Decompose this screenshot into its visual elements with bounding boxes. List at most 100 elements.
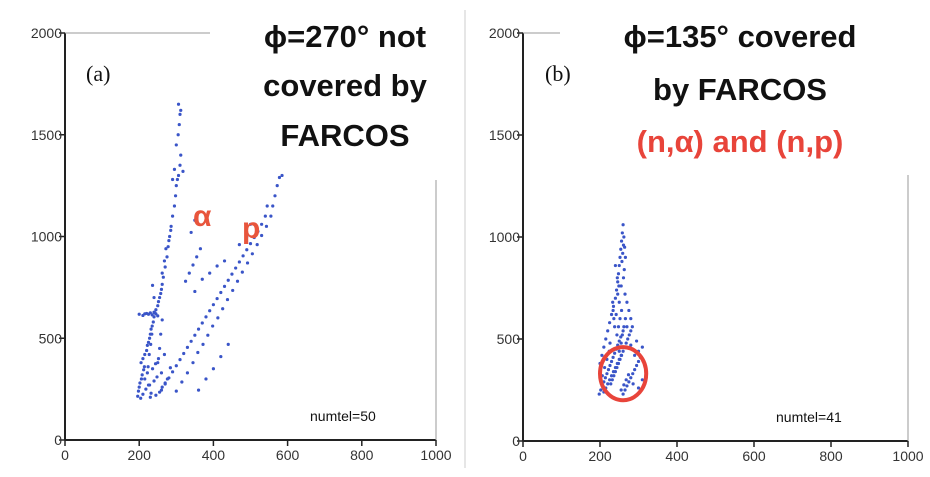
scatter-point [145, 343, 149, 347]
scatter-point [178, 112, 182, 116]
scatter-point [152, 315, 156, 319]
scatter-point [273, 194, 277, 198]
scatter-point [189, 339, 193, 343]
scatter-point [222, 259, 227, 263]
scatter-point [620, 259, 624, 264]
scatter-point [178, 163, 182, 167]
scatter-point [156, 314, 160, 318]
scatter-point [176, 173, 181, 178]
scatter-point [264, 224, 269, 228]
scatter-point [187, 271, 191, 275]
scatter-point [159, 287, 164, 292]
y-tick-label: 2000 [489, 25, 520, 41]
scatter-point [617, 300, 621, 304]
scatter-point [621, 329, 625, 333]
x-tick-label: 400 [202, 447, 226, 463]
x-tick-label: 0 [61, 447, 69, 463]
scatter-point [168, 366, 172, 370]
scatter-point [136, 389, 141, 393]
scatter-point [149, 327, 153, 331]
scatter-point [630, 325, 634, 329]
scatter-point [599, 388, 603, 392]
scatter-point [252, 235, 256, 240]
scatter-point [621, 349, 625, 353]
scatter-point [616, 292, 620, 296]
scatter-point [622, 235, 626, 239]
scatter-point [177, 122, 181, 127]
scatter-point [614, 288, 619, 292]
scatter-point [159, 332, 163, 336]
scatter-point [180, 380, 184, 384]
scatter-point [619, 388, 623, 392]
subtitle-b: (n,α) and (n,p) [637, 124, 844, 159]
y-tick-label: 500 [497, 331, 521, 347]
scatter-point [172, 204, 177, 208]
scatter-point [166, 245, 170, 249]
scatter-point [609, 374, 614, 378]
title-line-1-a: ϕ=270° not [264, 19, 426, 54]
scatter-point [619, 341, 623, 345]
scatter-point [172, 167, 177, 171]
scatter-point [615, 333, 619, 337]
scatter-point [182, 351, 186, 356]
scatter-point [154, 308, 158, 312]
scatter-point [608, 378, 612, 382]
scatter-point [623, 317, 628, 321]
scatter-point [164, 247, 168, 251]
y-tick-label: 1500 [31, 127, 62, 143]
scatter-point [241, 254, 245, 258]
scatter-point [613, 325, 617, 329]
scatter-point [608, 363, 612, 368]
scatter-point [159, 371, 164, 375]
scatter-point [625, 384, 629, 388]
scatter-point [167, 238, 171, 243]
scatter-point [605, 372, 609, 376]
curve-label-p: p [242, 212, 260, 245]
x-tick-label: 400 [665, 448, 689, 464]
numtel-annotation-b: numtel=41 [776, 409, 842, 425]
scatter-point [200, 277, 204, 281]
scatter-point [191, 361, 195, 365]
scatter-point [618, 317, 622, 321]
scatter-point [621, 243, 626, 247]
scatter-point [215, 264, 219, 268]
scatter-point [169, 224, 173, 228]
scatter-point [174, 364, 178, 368]
scatter-point [636, 386, 641, 390]
scatter-point [615, 361, 619, 366]
scatter-point [606, 329, 610, 333]
title-line-3-a: FARCOS [280, 118, 409, 153]
scatter-point [143, 377, 147, 381]
scatter-point [604, 337, 608, 341]
scatter-point [156, 300, 161, 304]
scatter-point [620, 333, 624, 337]
scatter-point [234, 266, 238, 270]
scatter-point [219, 354, 223, 359]
scatter-point [613, 263, 618, 268]
y-tick-label: 2000 [31, 25, 62, 41]
scatter-point [621, 223, 625, 227]
scatter-point [622, 383, 626, 387]
scatter-point [179, 153, 183, 157]
scatter-point [631, 372, 635, 376]
scatter-point [616, 280, 620, 284]
scatter-point [629, 317, 633, 321]
scatter-point [211, 324, 215, 328]
scatter-point [631, 382, 635, 386]
scatter-point [610, 378, 614, 382]
scatter-point [621, 276, 626, 280]
scatter-point [624, 341, 628, 345]
y-tick-label: 0 [54, 432, 62, 448]
scatter-point [623, 292, 627, 296]
scatter-point [141, 357, 145, 361]
scatter-point [619, 353, 623, 357]
scatter-point [619, 308, 624, 313]
y-tick-label: 500 [39, 330, 63, 346]
scatter-point [161, 275, 165, 279]
scatter-point [174, 143, 178, 147]
scatter-point [636, 359, 641, 364]
scatter-point [176, 133, 180, 137]
scatter-point [201, 342, 205, 346]
scatter-point [226, 342, 230, 346]
scatter-point [208, 309, 212, 313]
